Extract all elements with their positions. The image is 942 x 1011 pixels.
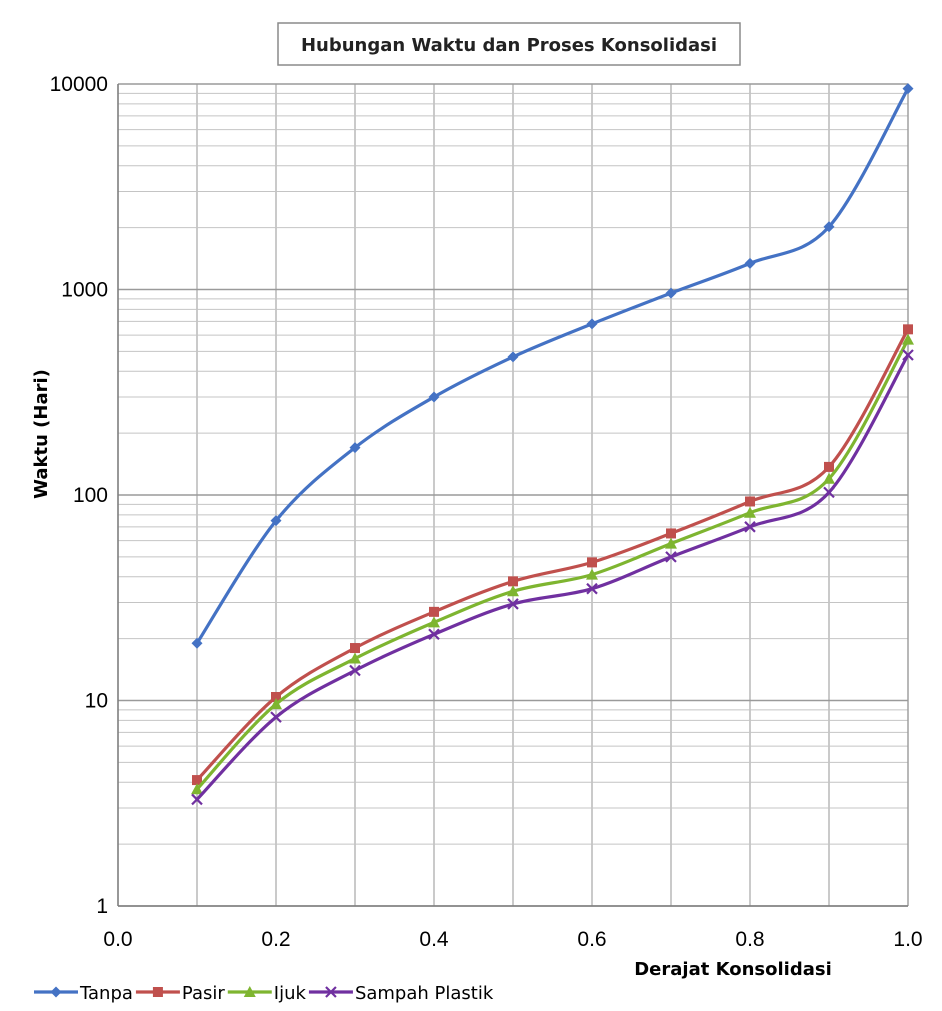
data-point-tanpa xyxy=(349,442,361,454)
x-tick-label: 0.8 xyxy=(735,928,764,951)
data-point-ijuk xyxy=(349,652,361,664)
legend-label-sampah-plastik: Sampah Plastik xyxy=(355,983,494,1004)
data-point-pasir xyxy=(508,576,518,587)
grid xyxy=(118,84,908,907)
data-point-tanpa xyxy=(586,318,598,330)
series-line-sampah-plastik xyxy=(195,353,910,801)
data-point-pasir xyxy=(192,775,202,786)
plot-frame xyxy=(117,83,909,907)
series-line-ijuk xyxy=(195,338,910,791)
y-tick-label: 1 xyxy=(96,895,108,918)
data-point-ijuk xyxy=(823,472,835,484)
data-point-pasir xyxy=(429,606,439,617)
legend-marker-pasir xyxy=(152,987,163,997)
data-point-sampah-plastik xyxy=(902,349,914,361)
y-tick-label: 100 xyxy=(73,484,108,507)
legend-item-sampah-plastik: Sampah Plastik xyxy=(308,983,494,1004)
data-point-sampah-plastik xyxy=(191,793,203,806)
series-ijuk xyxy=(191,333,914,795)
data-point-pasir xyxy=(271,691,281,702)
data-point-pasir xyxy=(666,528,676,539)
data-point-ijuk xyxy=(270,698,282,710)
series-line-pasir xyxy=(195,327,910,782)
data-point-tanpa xyxy=(191,637,203,649)
data-point-ijuk xyxy=(507,585,519,597)
data-point-ijuk xyxy=(191,783,203,795)
legend-label-tanpa: Tanpa xyxy=(79,983,133,1004)
data-point-ijuk xyxy=(744,506,756,518)
data-point-sampah-plastik xyxy=(349,664,361,677)
data-point-tanpa xyxy=(902,83,914,95)
data-point-sampah-plastik xyxy=(665,551,677,563)
y-tick-label: 1000 xyxy=(61,279,108,302)
legend-marker-tanpa xyxy=(50,986,62,998)
series-tanpa xyxy=(191,83,914,649)
data-point-pasir xyxy=(824,461,834,472)
x-tick-label: 0.6 xyxy=(577,928,606,951)
data-point-pasir xyxy=(745,496,755,507)
data-point-ijuk xyxy=(428,616,440,628)
legend-item-pasir: Pasir xyxy=(135,983,225,1004)
data-point-ijuk xyxy=(665,537,677,549)
y-tick-label: 10000 xyxy=(50,73,108,96)
tick-labels: 0.0 0.2 0.4 0.6 0.8 1.0 1 10 100 1000 10000 xyxy=(50,73,923,951)
data-point-sampah-plastik xyxy=(744,521,756,533)
series-pasir xyxy=(192,324,913,786)
data-point-pasir xyxy=(587,557,597,568)
data-point-sampah-plastik xyxy=(507,598,519,610)
data-point-tanpa xyxy=(428,391,440,403)
x-tick-label: 0.4 xyxy=(419,928,449,951)
legend: Tanpa Pasir Ijuk Sampah Plastik xyxy=(34,983,494,1004)
data-point-pasir xyxy=(903,324,913,335)
legend-label-pasir: Pasir xyxy=(182,983,225,1004)
data-point-sampah-plastik xyxy=(823,486,835,499)
y-tick-label: 10 xyxy=(85,690,108,713)
data-point-pasir xyxy=(350,643,360,654)
data-point-ijuk xyxy=(586,568,598,580)
series-line-tanpa xyxy=(195,87,910,645)
x-axis-title: Derajat Konsolidasi xyxy=(634,959,832,980)
x-tick-label: 1.0 xyxy=(893,928,922,951)
data-point-sampah-plastik xyxy=(586,582,598,595)
data-point-tanpa xyxy=(270,515,282,527)
x-tick-label: 0.2 xyxy=(261,928,290,951)
x-tick-label: 0.0 xyxy=(103,928,132,951)
chart-title-box: Hubungan Waktu dan Proses Konsolidasi xyxy=(277,22,741,66)
data-point-tanpa xyxy=(744,257,756,269)
legend-marker-ijuk xyxy=(243,986,256,997)
data-point-tanpa xyxy=(823,221,835,233)
data-point-sampah-plastik xyxy=(270,711,282,723)
legend-item-tanpa: Tanpa xyxy=(34,983,133,1004)
series-sampah-plastik xyxy=(191,349,914,806)
chart-title: Hubungan Waktu dan Proses Konsolidasi xyxy=(301,35,717,56)
data-point-tanpa xyxy=(507,351,519,363)
legend-marker-sampah-plastik xyxy=(325,986,337,998)
y-axis-title: Waktu (Hari) xyxy=(31,369,52,499)
legend-item-ijuk: Ijuk xyxy=(227,983,307,1004)
data-point-tanpa xyxy=(665,287,677,299)
legend-label-ijuk: Ijuk xyxy=(274,983,307,1004)
data-point-ijuk xyxy=(902,333,914,345)
series-group xyxy=(191,83,914,806)
data-point-sampah-plastik xyxy=(428,628,440,641)
